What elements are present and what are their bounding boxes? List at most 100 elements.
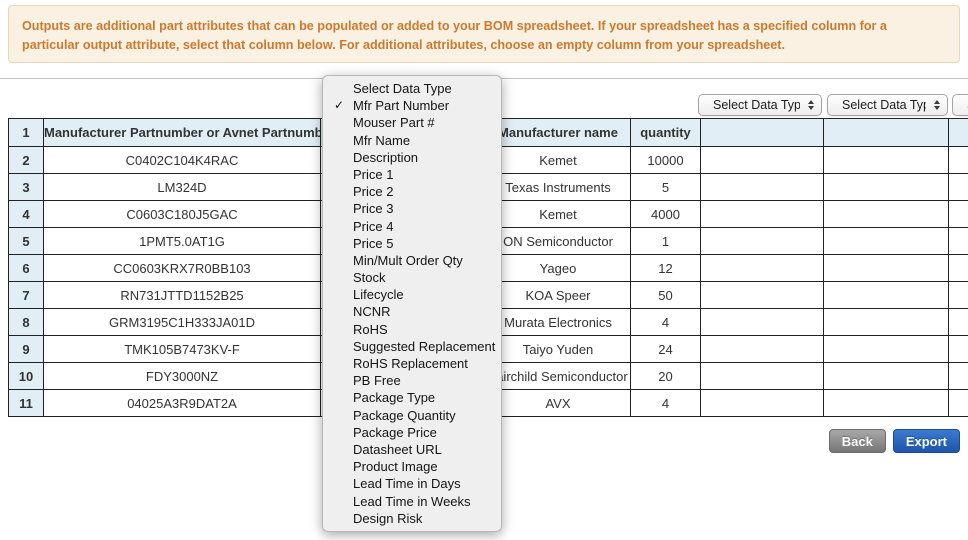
empty-cell <box>948 227 968 255</box>
quantity-cell: 24 <box>630 335 701 363</box>
dropdown-item-label: Mouser Part # <box>353 115 435 131</box>
dropdown-item[interactable]: Mfr Name <box>323 132 501 149</box>
row-number-cell: 6 <box>8 254 44 282</box>
quantity-cell: 5 <box>630 173 701 201</box>
quantity-cell: 4000 <box>630 200 701 228</box>
dropdown-item-label: RoHS Replacement <box>353 356 468 371</box>
dropdown-item[interactable]: Min/Mult Order Qty <box>323 252 501 269</box>
column-select-3[interactable]: Select Data Type <box>952 94 968 116</box>
dropdown-item-label: PB Free <box>353 373 401 389</box>
dropdown-item-label: Suggested Replacement <box>353 338 496 354</box>
dropdown-item[interactable]: Lead Time in Days <box>323 475 501 492</box>
dropdown-item[interactable]: ✓ Mfr Part Number <box>323 97 501 114</box>
empty-cell <box>700 173 824 201</box>
dropdown-item[interactable]: Price 4 <box>323 218 501 235</box>
empty-cell <box>948 173 968 201</box>
dropdown-item[interactable]: Price 1 <box>323 166 501 183</box>
dropdown-item[interactable]: Suggested Replacement <box>323 338 501 355</box>
dropdown-item-label: Price 1 <box>353 166 394 182</box>
column-select-1[interactable]: Select Data Type <box>698 94 822 116</box>
outputs-info-text: Outputs are additional part attributes t… <box>22 19 887 52</box>
dropdown-item[interactable]: RoHS <box>323 321 501 338</box>
dropdown-item[interactable]: Stock <box>323 269 501 286</box>
dropdown-item[interactable]: Product Image <box>323 458 501 475</box>
quantity-header-cell: quantity <box>630 118 701 147</box>
dropdown-item-label: Package Quantity <box>353 407 456 423</box>
empty-cell <box>700 308 824 336</box>
dropdown-item[interactable]: Description <box>323 149 501 166</box>
row-number-cell: 11 <box>8 389 44 417</box>
dropdown-item[interactable]: Price 3 <box>323 200 501 217</box>
dropdown-item-label: Lead Time in Weeks <box>353 493 471 509</box>
row-number-cell: 4 <box>8 200 44 228</box>
part-number-cell: C0402C104K4RAC <box>43 146 321 174</box>
empty-cell <box>948 146 968 174</box>
manufacturer-cell: ON Semiconductor <box>485 227 631 255</box>
quantity-cell: 4 <box>630 308 701 336</box>
dropdown-item[interactable]: Mouser Part # <box>323 114 501 131</box>
dropdown-item-label: Mfr Name <box>353 132 411 148</box>
dropdown-item-label: Design Risk <box>353 510 423 526</box>
column-select-2[interactable]: Select Data Type <box>827 94 948 116</box>
part-number-cell: CC0603KRX7R0BB103 <box>43 254 321 282</box>
quantity-cell: 4 <box>630 389 701 417</box>
dropdown-item-label: Datasheet URL <box>353 441 442 457</box>
dropdown-item[interactable]: Lead Time in Weeks <box>323 493 501 510</box>
empty-cell <box>948 308 968 336</box>
dropdown-item-label: Min/Mult Order Qty <box>353 252 463 268</box>
dropdown-item[interactable]: RoHS Replacement <box>323 355 501 372</box>
dropdown-item-label: Price 4 <box>353 218 394 234</box>
dropdown-item[interactable]: PB Free <box>323 372 501 389</box>
empty-cell <box>823 389 949 417</box>
dropdown-item-label: Package Type <box>353 390 436 406</box>
part-number-cell: LM324D <box>43 173 321 201</box>
dropdown-item[interactable]: Select Data Type <box>323 80 501 97</box>
dropdown-item-label: Lead Time in Days <box>353 476 461 492</box>
manufacturer-cell: Murata Electronics <box>485 308 631 336</box>
dropdown-item[interactable]: Price 5 <box>323 235 501 252</box>
empty-header-cell <box>700 118 824 147</box>
row-number-cell: 3 <box>8 173 44 201</box>
manufacturer-cell: Kemet <box>485 146 631 174</box>
part-number-cell: FDY3000NZ <box>43 362 321 390</box>
empty-cell <box>948 335 968 363</box>
dropdown-item[interactable]: Package Price <box>323 424 501 441</box>
empty-cell <box>823 146 949 174</box>
dropdown-item[interactable]: Price 2 <box>323 183 501 200</box>
data-type-dropdown-list: Select Data Type ✓ Mfr Part Number Mouser P… <box>323 80 501 527</box>
stepper-arrows-icon <box>934 100 940 110</box>
empty-header-cell <box>823 118 949 147</box>
quantity-cell: 10000 <box>630 146 701 174</box>
part-number-cell: GRM3195C1H333JA01D <box>43 308 321 336</box>
back-button[interactable]: Back <box>828 429 886 453</box>
dropdown-item[interactable]: Lifecycle <box>323 286 501 303</box>
dropdown-item[interactable]: NCNR <box>323 303 501 320</box>
row-number-cell: 1 <box>8 118 44 147</box>
empty-cell <box>823 227 949 255</box>
dropdown-item-label: Lifecycle <box>353 287 404 303</box>
dropdown-item[interactable]: Package Quantity <box>323 407 501 424</box>
empty-cell <box>700 281 824 309</box>
part-number-header-cell: Manufacturer Partnumber or Avnet Partnum… <box>43 118 321 147</box>
stepper-arrows-icon <box>808 100 814 110</box>
quantity-cell: 12 <box>630 254 701 282</box>
empty-cell <box>823 254 949 282</box>
empty-cell <box>823 362 949 390</box>
dropdown-item-label: RoHS <box>353 321 388 337</box>
dropdown-item[interactable]: Design Risk <box>323 510 501 527</box>
dropdown-item-label: Product Image <box>353 459 438 475</box>
dropdown-item[interactable]: Package Type <box>323 389 501 406</box>
empty-cell <box>948 254 968 282</box>
empty-cell <box>948 389 968 417</box>
part-number-cell: C0603C180J5GAC <box>43 200 321 228</box>
row-number-cell: 2 <box>8 146 44 174</box>
dropdown-item-label: Description <box>353 149 419 165</box>
empty-cell <box>948 281 968 309</box>
dropdown-item[interactable]: Datasheet URL <box>323 441 501 458</box>
row-number-cell: 9 <box>8 335 44 363</box>
dropdown-item-label: NCNR <box>353 304 391 320</box>
export-button[interactable]: Export <box>892 429 960 453</box>
empty-header-cell <box>948 118 968 147</box>
dropdown-item-label: Stock <box>353 270 386 286</box>
column-select-1-label: Select Data Type <box>713 98 800 112</box>
